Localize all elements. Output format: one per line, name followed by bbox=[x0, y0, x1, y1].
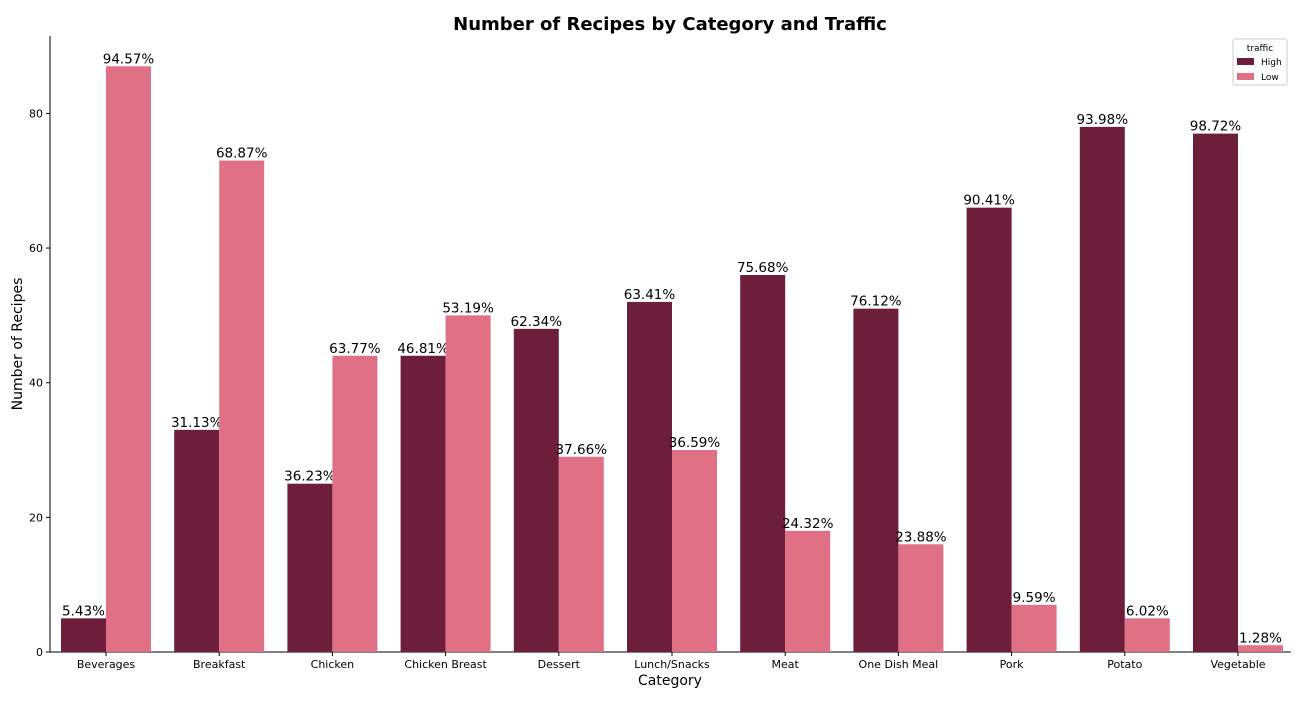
bar-high bbox=[740, 274, 786, 652]
bar-low bbox=[558, 456, 604, 652]
bar-low bbox=[332, 355, 378, 652]
bar-low bbox=[1238, 645, 1283, 652]
data-label: 75.68% bbox=[737, 260, 789, 276]
bar-high bbox=[966, 207, 1012, 653]
bar-high bbox=[61, 618, 106, 652]
bar-low bbox=[672, 450, 717, 652]
data-label: 76.12% bbox=[850, 294, 902, 310]
x-tick-label: Potato bbox=[1107, 658, 1142, 671]
bar-high bbox=[1079, 126, 1125, 652]
data-label: 36.59% bbox=[669, 435, 721, 451]
data-label: 63.41% bbox=[624, 287, 676, 303]
bar-low bbox=[785, 530, 831, 652]
bar-high bbox=[400, 355, 446, 652]
legend-label-high: High bbox=[1261, 58, 1282, 68]
data-label: 36.23% bbox=[284, 469, 336, 485]
data-label: 63.77% bbox=[329, 341, 381, 357]
bar-high bbox=[287, 483, 333, 652]
data-label: 62.34% bbox=[511, 314, 563, 330]
data-label: 53.19% bbox=[442, 300, 494, 316]
x-tick-label: Meat bbox=[772, 658, 800, 671]
bar-low bbox=[1124, 618, 1170, 652]
data-label: 46.81% bbox=[397, 341, 449, 357]
data-label: 6.02% bbox=[1126, 603, 1169, 619]
y-tick-label: 80 bbox=[29, 107, 43, 120]
y-tick-label: 20 bbox=[29, 511, 43, 524]
y-tick-label: 40 bbox=[29, 377, 43, 390]
data-label: 68.87% bbox=[216, 146, 268, 162]
bar-low bbox=[445, 315, 491, 652]
x-tick-label: Lunch/Snacks bbox=[634, 658, 710, 671]
x-tick-label: Beverages bbox=[77, 658, 136, 671]
data-label: 93.98% bbox=[1077, 112, 1129, 128]
x-tick-label: Dessert bbox=[538, 658, 581, 671]
data-label: 9.59% bbox=[1013, 590, 1056, 606]
x-axis-label: Category bbox=[638, 673, 702, 689]
bars: 5.43% 94.57% 31.13% 68.87% 36.23% 63.77% 46.81… bbox=[61, 51, 1283, 653]
data-label: 94.57% bbox=[103, 51, 155, 67]
x-tick-label: Pork bbox=[1000, 658, 1024, 671]
legend-swatch-low bbox=[1237, 73, 1254, 80]
bar-high bbox=[1193, 133, 1238, 652]
x-tick-label: Chicken Breast bbox=[404, 658, 487, 671]
legend: traffic High Low bbox=[1232, 38, 1288, 86]
data-label: 24.32% bbox=[782, 516, 834, 532]
data-label: 98.72% bbox=[1190, 119, 1242, 135]
bar-high bbox=[853, 308, 899, 652]
y-axis-label: Number of Recipes bbox=[10, 278, 26, 411]
bar-high bbox=[174, 429, 220, 652]
y-tick-label: 60 bbox=[29, 242, 43, 255]
bar-low bbox=[219, 160, 265, 652]
chart-title: Number of Recipes by Category and Traffi… bbox=[453, 14, 887, 35]
x-tick-label: Breakfast bbox=[193, 658, 246, 671]
bar-low bbox=[898, 544, 944, 652]
bar-high bbox=[513, 328, 559, 652]
x-tick-label: Chicken bbox=[311, 658, 355, 671]
bar-high bbox=[627, 301, 672, 652]
bar-low bbox=[106, 66, 151, 652]
data-label: 37.66% bbox=[556, 442, 608, 458]
data-label: 31.13% bbox=[171, 415, 223, 431]
x-tick-label: Vegetable bbox=[1210, 658, 1265, 671]
data-label: 90.41% bbox=[963, 193, 1015, 209]
bar-low bbox=[1011, 604, 1057, 652]
legend-swatch-high bbox=[1237, 58, 1254, 65]
data-label: 5.43% bbox=[62, 603, 105, 619]
y-tick-label: 0 bbox=[36, 646, 43, 659]
legend-label-low: Low bbox=[1261, 73, 1279, 83]
legend-title: traffic bbox=[1247, 44, 1273, 54]
data-label: 23.88% bbox=[895, 529, 947, 545]
x-tick-label: One Dish Meal bbox=[859, 658, 939, 671]
data-label: 1.28% bbox=[1239, 630, 1282, 646]
